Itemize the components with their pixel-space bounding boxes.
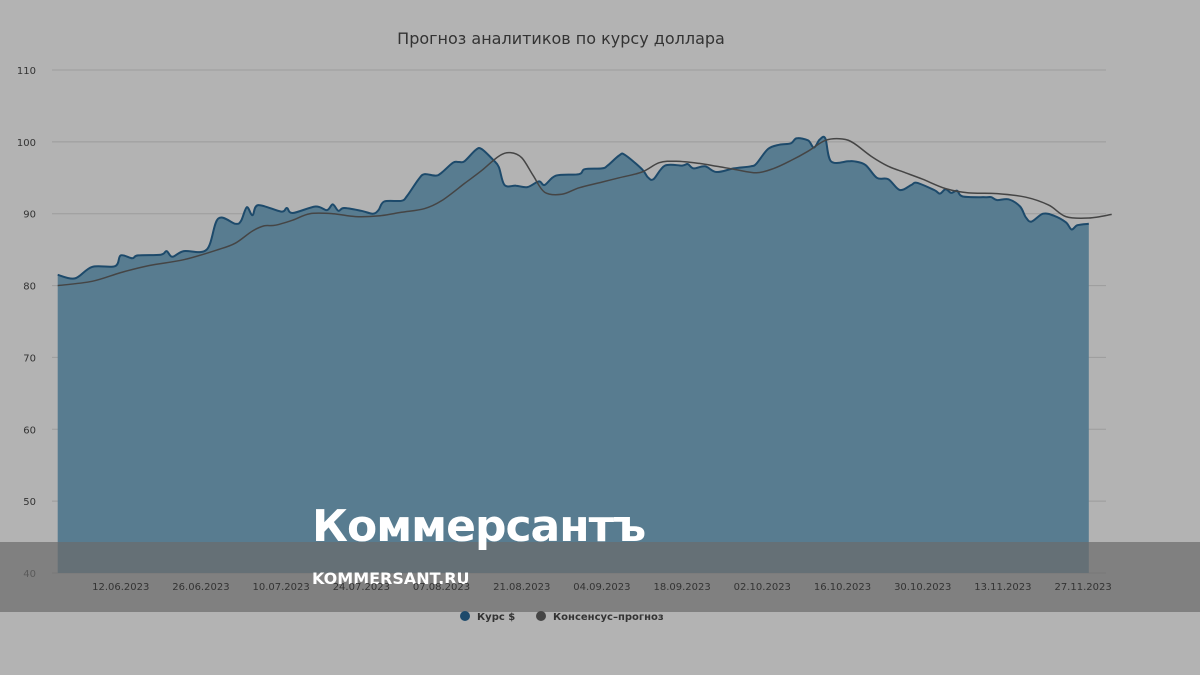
x-tick-label: 21.08.2023: [493, 582, 550, 593]
y-tick-label: 80: [23, 282, 36, 293]
y-axis-ticks: 405060708090100110: [17, 66, 36, 580]
x-tick-label: 18.09.2023: [653, 582, 710, 593]
legend-label-consensus: Консенсус–прогноз: [553, 612, 664, 623]
legend-item-rate[interactable]: Курс $: [460, 611, 515, 623]
legend: Курс $ Консенсус–прогноз: [460, 611, 664, 623]
line-rate: [57, 135, 1089, 280]
x-tick-label: 07.08.2023: [413, 582, 470, 593]
area-fill-rate: [57, 136, 1089, 573]
legend-marker-consensus: [536, 611, 546, 621]
x-tick-label: 02.10.2023: [734, 582, 791, 593]
x-tick-label: 27.11.2023: [1054, 582, 1111, 593]
x-tick-label: 13.11.2023: [974, 582, 1031, 593]
watermark: Коммерсантъ KOMMERSANT.RU: [0, 501, 1200, 612]
line-consensus: [57, 137, 1112, 287]
y-tick-label: 100: [17, 138, 36, 149]
watermark-logo: Коммерсантъ: [312, 501, 645, 552]
x-tick-label: 10.07.2023: [252, 582, 309, 593]
chart-title: Прогноз аналитиков по курсу доллара: [397, 29, 725, 48]
x-tick-label: 24.07.2023: [333, 582, 390, 593]
legend-item-consensus[interactable]: Консенсус–прогноз: [536, 611, 664, 623]
watermark-band: [0, 542, 1200, 612]
plot-series: [57, 135, 1112, 573]
legend-label-rate: Курс $: [477, 612, 515, 623]
y-tick-label: 110: [17, 66, 36, 77]
legend-marker-rate: [460, 611, 470, 621]
watermark-url: KOMMERSANT.RU: [312, 569, 470, 588]
x-tick-label: 12.06.2023: [92, 582, 149, 593]
y-tick-label: 90: [23, 210, 36, 221]
x-tick-label: 30.10.2023: [894, 582, 951, 593]
y-tick-label: 70: [23, 353, 36, 364]
y-tick-label: 50: [23, 497, 36, 508]
x-axis-ticks: 12.06.2023 26.06.2023 10.07.2023 24.07.2023…: [92, 582, 1112, 593]
x-tick-label: 16.10.2023: [814, 582, 871, 593]
x-tick-label: 04.09.2023: [573, 582, 630, 593]
x-tick-label: 26.06.2023: [172, 582, 229, 593]
y-tick-label: 60: [23, 425, 36, 436]
